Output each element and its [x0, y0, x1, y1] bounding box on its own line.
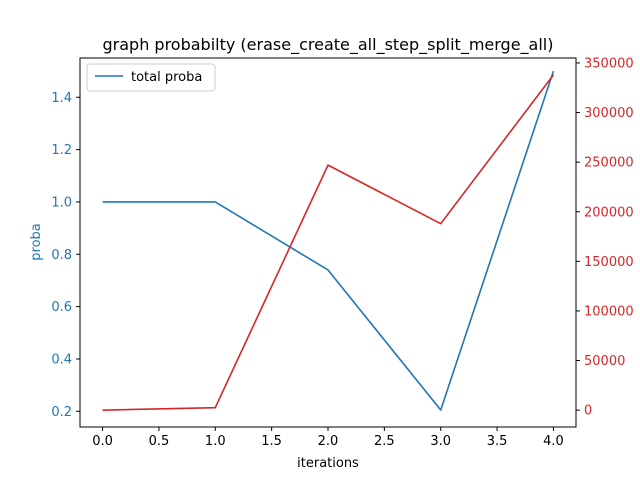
x-tick-label: 1.5: [261, 434, 282, 449]
right-tick-label: 250000: [584, 156, 634, 171]
left-tick-label: 0.2: [51, 405, 72, 420]
x-tick-label: 2.0: [318, 434, 339, 449]
series-line-1: [102, 70, 555, 411]
series-layer: [102, 70, 555, 411]
right-tick-label: 350000: [584, 56, 634, 71]
x-axis-label: iterations: [297, 456, 359, 471]
left-tick-label: 1.4: [51, 91, 72, 106]
legend-box: [86, 63, 216, 92]
right-tick-label: 300000: [584, 106, 634, 121]
x-tick-label: 1.0: [205, 434, 226, 449]
left-tick-label: 0.4: [51, 352, 72, 367]
plot-frame: [79, 57, 577, 428]
left-tick-label: 1.2: [51, 143, 72, 158]
x-tick-label: 2.5: [374, 434, 395, 449]
y-axis-label: proba: [29, 223, 44, 260]
right-axis-ticks: 0 50000 100000 150000 200000 250000 300000 3500…: [576, 56, 634, 419]
x-tick-label: 3.5: [487, 434, 508, 449]
left-axis-ticks: 0.2 0.4 0.6 0.8 1.0 1.2 1.4: [51, 91, 80, 420]
right-tick-label: 100000: [584, 304, 634, 319]
right-tick-label: 200000: [584, 205, 634, 220]
x-tick-label: 4.0: [543, 434, 564, 449]
x-tick-label: 0.5: [149, 434, 170, 449]
right-tick-label: 150000: [584, 255, 634, 270]
left-tick-label: 0.8: [51, 248, 72, 263]
right-tick-label: 50000: [584, 354, 625, 369]
legend-label: total proba: [131, 70, 202, 85]
series-line-2: [102, 74, 555, 411]
chart-title: graph probabilty (erase_create_all_step_…: [103, 35, 554, 55]
right-tick-label: 0: [584, 404, 592, 419]
left-tick-label: 1.0: [51, 195, 72, 210]
x-tick-label: 3.0: [430, 434, 451, 449]
legend: total proba: [86, 63, 216, 92]
left-tick-label: 0.6: [51, 300, 72, 315]
x-axis-ticks: 0.0 0.5 1.0 1.5 2.0 2.5 3.0 3.5 4.0: [92, 427, 564, 449]
x-tick-label: 0.0: [92, 434, 113, 449]
